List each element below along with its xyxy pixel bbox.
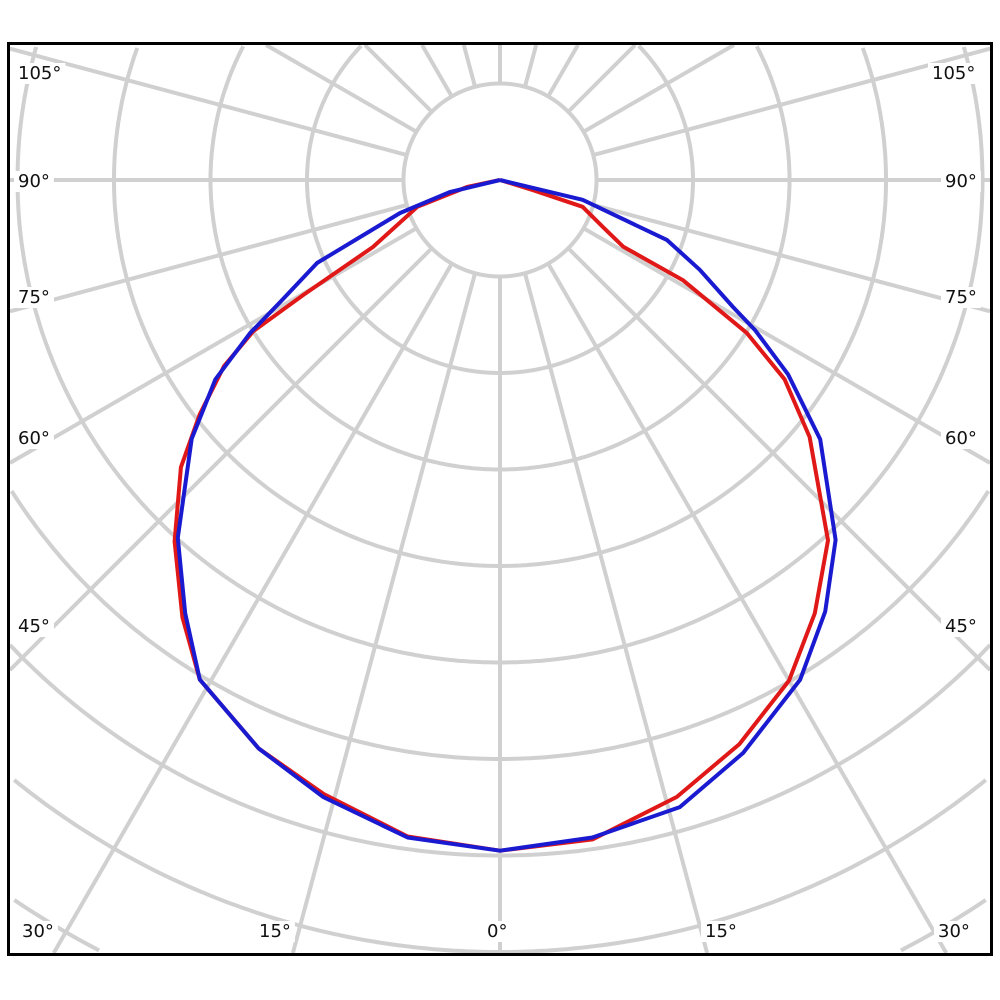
label-background: [14, 171, 54, 192]
label-bottom-15-right: 15°: [705, 921, 737, 942]
grid-spoke: [566, 246, 992, 672]
grid-spoke: [8, 246, 434, 672]
series-group: [172, 178, 838, 853]
label-bottom-30-right: 30°: [938, 921, 970, 942]
label-left-60: 60°: [18, 428, 50, 449]
label-background: [934, 921, 974, 942]
grid-ring: [10, 490, 500, 761]
label-background: [14, 616, 54, 637]
label-background: [483, 921, 512, 942]
grid-spoke: [546, 262, 949, 954]
label-bottom-0: 0°: [487, 921, 507, 942]
label-background: [14, 428, 54, 449]
grid-ring: [12, 778, 500, 954]
chart-frame: [7, 42, 993, 956]
grid-spoke: [546, 44, 580, 98]
grid-spoke: [290, 272, 477, 954]
series-line-2: [175, 178, 838, 853]
label-background: [701, 921, 741, 942]
label-background: [14, 287, 54, 308]
label-left-45: 45°: [18, 616, 50, 637]
grid-ring: [500, 490, 990, 761]
grid-spoke: [582, 226, 992, 465]
grid-spoke: [523, 272, 710, 954]
grid-spoke: [592, 46, 991, 157]
grid-spoke: [420, 43, 454, 98]
grid-spoke: [9, 203, 408, 314]
label-right-60: 60°: [945, 428, 977, 449]
label-background: [941, 616, 981, 637]
label-background: [18, 921, 58, 942]
grid-spoke: [592, 203, 991, 314]
angle-labels: 105° 90° 75° 60° 45° 30° 15° 0° 15° 30° …: [14, 63, 981, 942]
grid-ring: [112, 47, 500, 568]
grid-ring: [305, 44, 500, 375]
grid-ring: [15, 46, 500, 665]
grid-ring: [500, 44, 695, 375]
grid-spoke: [363, 43, 434, 114]
label-bottom-15-left: 15°: [259, 921, 291, 942]
grid-spoke: [9, 46, 408, 157]
grid-ring: [500, 46, 985, 665]
polar-grid: [8, 43, 992, 954]
grid-spoke: [582, 43, 735, 134]
label-right-105: 105°: [932, 63, 975, 84]
grid-spoke: [566, 43, 637, 114]
label-bottom-30-left: 30°: [22, 921, 54, 942]
grid-spoke: [523, 44, 539, 88]
label-right-45: 45°: [945, 616, 977, 637]
grid-spoke: [461, 44, 477, 88]
grid-spoke: [265, 43, 418, 134]
label-left-90: 90°: [18, 171, 50, 192]
grid-ring: [500, 45, 792, 472]
label-background: [941, 287, 981, 308]
label-right-90: 90°: [945, 171, 977, 192]
grid-spoke: [51, 262, 454, 954]
label-background: [941, 428, 981, 449]
label-background: [941, 171, 981, 192]
grid-ring: [500, 778, 988, 954]
label-right-75: 75°: [945, 287, 977, 308]
label-left-75: 75°: [18, 287, 50, 308]
grid-spoke: [8, 226, 418, 465]
grid-ring: [8, 643, 500, 858]
label-background: [928, 63, 980, 84]
grid-ring: [500, 47, 888, 568]
label-background: [255, 921, 295, 942]
label-background: [14, 63, 66, 84]
label-left-105: 105°: [18, 63, 61, 84]
grid-ring: [500, 643, 992, 858]
